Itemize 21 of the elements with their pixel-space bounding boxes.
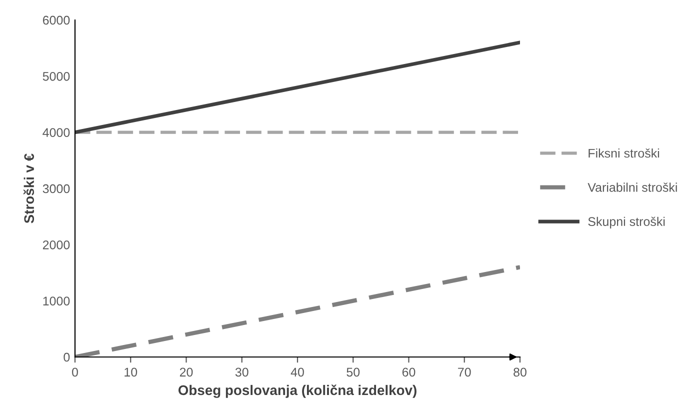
y-tick-label: 4000: [42, 128, 70, 137]
y-tick-label: 3000: [42, 184, 70, 194]
legend-label: Fiksni stroški: [588, 148, 660, 158]
y-axis-title: Stroški v €: [24, 154, 34, 224]
legend-label: Skupni stroški: [588, 216, 665, 228]
x-tick-label: 20: [180, 368, 193, 377]
y-tick-label: 0: [64, 352, 70, 362]
x-tick-label: 80: [514, 368, 526, 377]
x-tick-label: 60: [402, 368, 416, 377]
x-tick-label: 30: [235, 368, 248, 377]
x-tick-label: 70: [458, 368, 471, 377]
y-tick-label: 6000: [42, 16, 70, 25]
y-tick-label: 5000: [42, 72, 70, 81]
y-tick-label: 2000: [42, 240, 70, 250]
y-tick-label: 1000: [43, 296, 70, 306]
x-tick-label: 40: [290, 368, 304, 377]
x-tick-label: 50: [346, 368, 360, 377]
x-axis-title: Obseg poslovanja (količna izdelkov): [178, 384, 416, 398]
x-tick-label: 0: [72, 368, 78, 377]
legend-label: Variabilni stroški: [588, 182, 677, 192]
x-tick-label: 10: [124, 368, 138, 377]
